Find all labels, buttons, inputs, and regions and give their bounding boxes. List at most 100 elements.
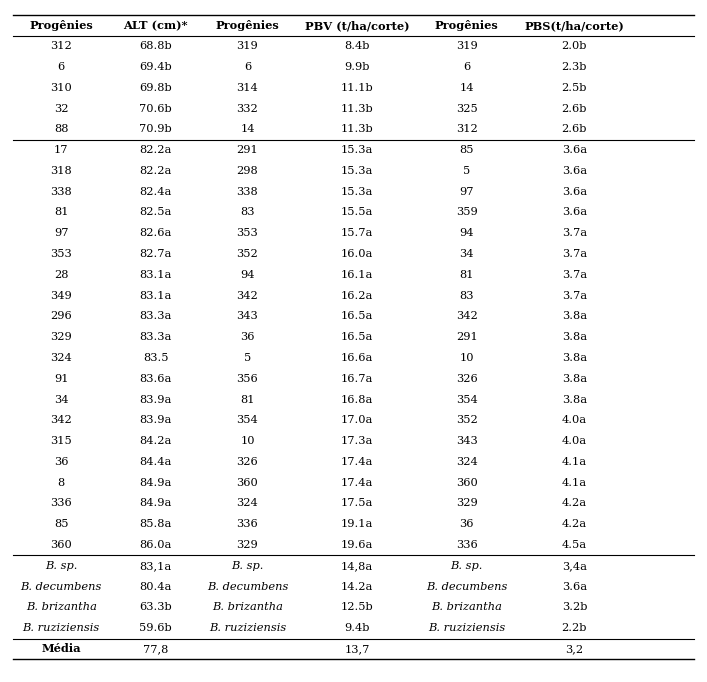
- Text: 4.1a: 4.1a: [562, 457, 587, 467]
- Text: 36: 36: [460, 519, 474, 529]
- Text: 19.1a: 19.1a: [341, 519, 373, 529]
- Text: 17.3a: 17.3a: [341, 436, 373, 446]
- Text: 325: 325: [456, 104, 477, 113]
- Text: 329: 329: [456, 499, 477, 509]
- Text: 291: 291: [456, 332, 477, 342]
- Text: B. decumbens: B. decumbens: [426, 582, 508, 591]
- Text: 3,2: 3,2: [566, 644, 583, 654]
- Text: 15.7a: 15.7a: [341, 228, 373, 238]
- Text: 83.3a: 83.3a: [139, 332, 172, 342]
- Text: 360: 360: [50, 540, 72, 550]
- Text: 97: 97: [460, 187, 474, 196]
- Text: 14,8a: 14,8a: [341, 561, 373, 571]
- Text: 16.5a: 16.5a: [341, 332, 373, 342]
- Text: 296: 296: [50, 312, 72, 321]
- Text: 2.6b: 2.6b: [561, 124, 588, 134]
- Text: 343: 343: [237, 312, 258, 321]
- Text: 68.8b: 68.8b: [139, 41, 172, 51]
- Text: 17.5a: 17.5a: [341, 499, 373, 509]
- Text: 3.7a: 3.7a: [562, 291, 587, 301]
- Text: 291: 291: [237, 145, 258, 155]
- Text: 3.7a: 3.7a: [562, 270, 587, 280]
- Text: 329: 329: [237, 540, 258, 550]
- Text: B. ruziziensis: B. ruziziensis: [23, 623, 100, 633]
- Text: 94: 94: [460, 228, 474, 238]
- Text: 77,8: 77,8: [143, 644, 168, 654]
- Text: 15.3a: 15.3a: [341, 187, 373, 196]
- Text: 85: 85: [460, 145, 474, 155]
- Text: 59.6b: 59.6b: [139, 623, 172, 633]
- Text: 352: 352: [456, 415, 477, 426]
- Text: Progênies: Progênies: [29, 20, 93, 31]
- Text: 356: 356: [237, 374, 258, 384]
- Text: 84.9a: 84.9a: [139, 499, 172, 509]
- Text: 82.4a: 82.4a: [139, 187, 172, 196]
- Text: 332: 332: [237, 104, 258, 113]
- Text: B. decumbens: B. decumbens: [206, 582, 288, 591]
- Text: 326: 326: [237, 457, 258, 467]
- Text: 353: 353: [50, 249, 72, 259]
- Text: 15.3a: 15.3a: [341, 145, 373, 155]
- Text: 17.4a: 17.4a: [341, 477, 373, 488]
- Text: PBS(t/ha/corte): PBS(t/ha/corte): [525, 20, 624, 31]
- Text: 88: 88: [54, 124, 69, 134]
- Text: PBV (t/ha/corte): PBV (t/ha/corte): [305, 20, 409, 31]
- Text: 354: 354: [456, 394, 477, 404]
- Text: 81: 81: [240, 394, 255, 404]
- Text: 83.5: 83.5: [143, 353, 168, 363]
- Text: 70.9b: 70.9b: [139, 124, 172, 134]
- Text: 16.0a: 16.0a: [341, 249, 373, 259]
- Text: 15.5a: 15.5a: [341, 207, 373, 218]
- Text: 4.5a: 4.5a: [562, 540, 587, 550]
- Text: 4.1a: 4.1a: [562, 477, 587, 488]
- Text: 2.3b: 2.3b: [561, 62, 588, 72]
- Text: 10: 10: [240, 436, 255, 446]
- Text: 3.8a: 3.8a: [562, 312, 587, 321]
- Text: 19.6a: 19.6a: [341, 540, 373, 550]
- Text: 4.2a: 4.2a: [562, 499, 587, 509]
- Text: 69.8b: 69.8b: [139, 83, 172, 93]
- Text: 343: 343: [456, 436, 477, 446]
- Text: 3.6a: 3.6a: [562, 166, 587, 176]
- Text: 3.6a: 3.6a: [562, 145, 587, 155]
- Text: 82.5a: 82.5a: [139, 207, 172, 218]
- Text: 85.8a: 85.8a: [139, 519, 172, 529]
- Text: B. brizantha: B. brizantha: [431, 602, 502, 612]
- Text: 12.5b: 12.5b: [341, 602, 373, 612]
- Text: 36: 36: [240, 332, 255, 342]
- Text: 312: 312: [456, 124, 477, 134]
- Text: 3.8a: 3.8a: [562, 332, 587, 342]
- Text: 11.3b: 11.3b: [341, 124, 373, 134]
- Text: 318: 318: [50, 166, 72, 176]
- Text: 312: 312: [50, 41, 72, 51]
- Text: 82.2a: 82.2a: [139, 145, 172, 155]
- Text: 82.7a: 82.7a: [139, 249, 172, 259]
- Text: 3.8a: 3.8a: [562, 374, 587, 384]
- Text: 83.9a: 83.9a: [139, 394, 172, 404]
- Text: 329: 329: [50, 332, 72, 342]
- Text: 4.2a: 4.2a: [562, 519, 587, 529]
- Text: 85: 85: [54, 519, 69, 529]
- Text: 353: 353: [237, 228, 258, 238]
- Text: B. decumbens: B. decumbens: [21, 582, 102, 591]
- Text: B. sp.: B. sp.: [45, 561, 77, 571]
- Text: 2.5b: 2.5b: [561, 83, 588, 93]
- Text: 94: 94: [240, 270, 255, 280]
- Text: 84.9a: 84.9a: [139, 477, 172, 488]
- Text: 6: 6: [463, 62, 470, 72]
- Text: 82.2a: 82.2a: [139, 166, 172, 176]
- Text: 342: 342: [237, 291, 258, 301]
- Text: B. brizantha: B. brizantha: [212, 602, 283, 612]
- Text: 352: 352: [237, 249, 258, 259]
- Text: B. sp.: B. sp.: [450, 561, 483, 571]
- Text: 16.6a: 16.6a: [341, 353, 373, 363]
- Text: 86.0a: 86.0a: [139, 540, 172, 550]
- Text: 324: 324: [50, 353, 72, 363]
- Text: 81: 81: [460, 270, 474, 280]
- Text: 14: 14: [460, 83, 474, 93]
- Text: 4.0a: 4.0a: [562, 415, 587, 426]
- Text: 28: 28: [54, 270, 69, 280]
- Text: 314: 314: [237, 83, 258, 93]
- Text: Média: Média: [41, 643, 81, 655]
- Text: 3.7a: 3.7a: [562, 249, 587, 259]
